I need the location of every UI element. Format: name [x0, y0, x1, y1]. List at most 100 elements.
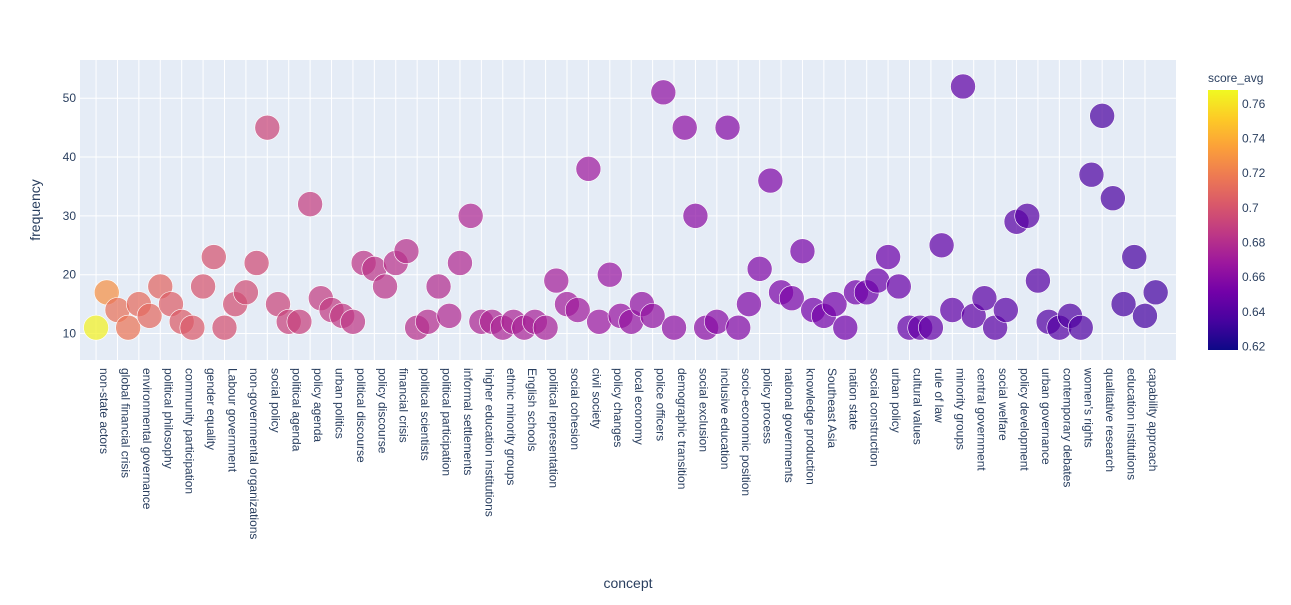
data-point[interactable]: [832, 314, 859, 341]
x-tick-label: minority groups: [953, 368, 967, 450]
data-point[interactable]: [1121, 244, 1148, 270]
data-point[interactable]: [918, 314, 944, 341]
x-tick-label: demographic transition: [675, 368, 689, 489]
data-point[interactable]: [1067, 314, 1094, 341]
data-point[interactable]: [564, 297, 591, 323]
x-tick-label: Southeast Asia: [825, 368, 839, 448]
data-point[interactable]: [1142, 279, 1169, 306]
x-tick-label: contemporary debates: [1060, 368, 1074, 487]
colorbar-tick-label: 0.66: [1242, 270, 1266, 284]
data-point[interactable]: [447, 250, 473, 276]
data-point[interactable]: [211, 314, 238, 341]
x-tick-label: gender equality: [204, 368, 218, 450]
data-point[interactable]: [436, 303, 463, 329]
data-point[interactable]: [179, 314, 206, 341]
x-tick-label: policy agenda: [311, 368, 325, 442]
data-point[interactable]: [939, 297, 966, 323]
data-point[interactable]: [875, 244, 901, 270]
data-point[interactable]: [1089, 103, 1115, 129]
data-point[interactable]: [821, 291, 848, 317]
data-point[interactable]: [1132, 303, 1158, 329]
data-point[interactable]: [639, 303, 666, 329]
y-axis-title: frequency: [27, 179, 43, 240]
data-point[interactable]: [778, 285, 805, 312]
data-point[interactable]: [575, 156, 602, 182]
colorbar-ticks: 0.62 0.64 0.66 0.68 0.7 0.72 0.74 0.76: [1242, 97, 1266, 354]
x-tick-label: inclusive education: [718, 368, 732, 469]
data-point[interactable]: [1025, 267, 1051, 294]
data-point[interactable]: [83, 314, 109, 341]
data-point[interactable]: [661, 314, 687, 341]
data-point[interactable]: [971, 285, 998, 312]
data-point[interactable]: [1100, 185, 1126, 212]
data-point[interactable]: [233, 279, 259, 306]
data-point[interactable]: [928, 232, 955, 259]
data-point[interactable]: [543, 267, 570, 294]
x-tick-label: capability approach: [1146, 368, 1160, 471]
data-point[interactable]: [746, 256, 773, 282]
data-point[interactable]: [340, 308, 366, 335]
data-point[interactable]: [671, 114, 698, 141]
data-point[interactable]: [415, 308, 441, 335]
data-point[interactable]: [200, 244, 227, 270]
y-tick-label: 50: [63, 91, 77, 105]
data-point[interactable]: [757, 167, 784, 194]
data-point[interactable]: [885, 273, 912, 300]
data-point[interactable]: [532, 314, 559, 341]
data-point[interactable]: [136, 303, 163, 329]
y-tick-label: 30: [63, 209, 77, 223]
x-axis-ticks: non-state actors global financial crisis e…: [97, 367, 1160, 539]
data-point[interactable]: [393, 238, 420, 264]
data-point[interactable]: [457, 203, 484, 229]
data-point[interactable]: [714, 114, 741, 141]
data-point[interactable]: [950, 73, 976, 100]
colorbar-tick-label: 0.68: [1242, 236, 1266, 250]
data-point[interactable]: [286, 308, 313, 335]
x-tick-label: political participation: [440, 368, 454, 476]
data-points: [83, 73, 1169, 341]
data-point[interactable]: [425, 273, 452, 300]
data-point[interactable]: [297, 191, 323, 217]
x-tick-label: urban policy: [889, 368, 903, 433]
data-point[interactable]: [586, 308, 612, 335]
x-axis-title: concept: [603, 575, 652, 591]
x-tick-label: urban politics: [333, 368, 347, 439]
data-point[interactable]: [704, 308, 730, 335]
data-point[interactable]: [736, 291, 762, 317]
data-point[interactable]: [864, 267, 891, 294]
data-point[interactable]: [725, 314, 752, 341]
x-tick-label: environmental governance: [140, 368, 154, 510]
y-axis-ticks: 10 20 30 40 50: [63, 91, 77, 340]
data-point[interactable]: [254, 114, 281, 141]
data-point[interactable]: [1110, 291, 1137, 317]
data-point[interactable]: [115, 314, 141, 341]
data-point[interactable]: [993, 297, 1019, 323]
colorbar-gradient: [1208, 90, 1238, 350]
x-tick-label: political agenda: [290, 368, 304, 452]
y-tick-label: 10: [63, 327, 77, 341]
x-tick-label: community participation: [183, 368, 197, 494]
x-tick-label: rule of law: [932, 368, 946, 423]
data-point[interactable]: [597, 261, 623, 288]
colorbar-tick-label: 0.76: [1242, 97, 1266, 111]
data-point[interactable]: [372, 273, 398, 300]
data-point[interactable]: [789, 238, 816, 264]
x-tick-label: social construction: [868, 368, 882, 467]
x-tick-label: qualitative research: [1103, 368, 1117, 472]
x-tick-label: policy development: [1018, 368, 1032, 471]
x-tick-label: informal settlements: [461, 368, 475, 475]
colorbar-title: score_avg: [1208, 71, 1263, 85]
x-tick-label: local economy: [632, 368, 646, 445]
x-tick-label: political scientists: [418, 368, 432, 461]
data-point[interactable]: [190, 273, 216, 300]
colorbar-tick-label: 0.62: [1242, 340, 1266, 354]
x-tick-label: cultural values: [910, 368, 924, 445]
data-point[interactable]: [650, 79, 677, 106]
data-point[interactable]: [1078, 161, 1105, 188]
x-tick-label: police officers: [654, 368, 668, 441]
data-point[interactable]: [243, 250, 270, 276]
data-point[interactable]: [1014, 203, 1041, 229]
x-tick-label: social welfare: [996, 368, 1010, 441]
x-tick-label: political discourse: [354, 368, 368, 463]
data-point[interactable]: [682, 203, 709, 229]
